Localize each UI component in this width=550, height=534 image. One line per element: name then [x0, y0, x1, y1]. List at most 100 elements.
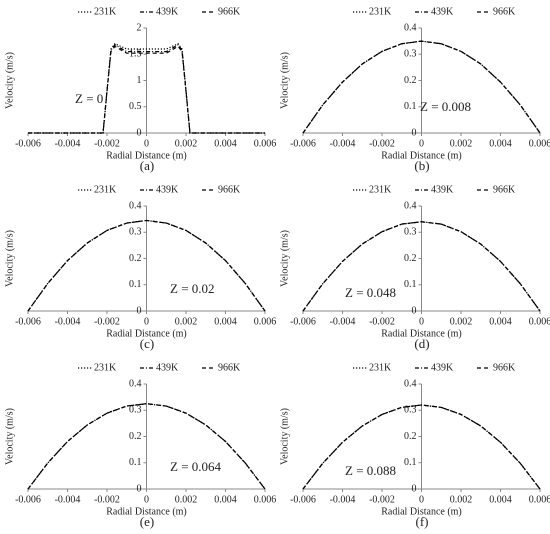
- y-tick-label: 0.4: [129, 200, 142, 211]
- legend-label: 231K: [94, 184, 117, 195]
- x-tick-label: 0.006: [529, 316, 550, 327]
- y-tick-label: 0.2: [129, 431, 142, 442]
- annotation: Z = 0.064: [170, 459, 222, 474]
- x-axis-label: Radial Distance (m): [106, 150, 187, 161]
- x-tick-label: 0.002: [450, 138, 473, 149]
- x-axis-label: Radial Distance (m): [106, 506, 187, 517]
- y-tick-label: 0.1: [129, 457, 142, 468]
- x-axis-label: Radial Distance (m): [106, 328, 187, 339]
- legend-label: 439K: [431, 184, 454, 195]
- x-tick-label: -0.002: [94, 494, 120, 505]
- y-tick-label: 1.5: [129, 49, 142, 60]
- x-tick-label: 0.004: [489, 494, 512, 505]
- x-tick-label: -0.002: [369, 316, 395, 327]
- y-tick-label: 0.3: [129, 405, 142, 416]
- series-line: [302, 40, 541, 134]
- panel: 231K 439K 966K -0.006 -0.004 -0.002 0 0.002 0.00…: [279, 362, 550, 529]
- legend-label: 231K: [94, 6, 117, 17]
- x-tick-label: 0: [144, 316, 149, 327]
- x-tick-label: 0.002: [175, 494, 198, 505]
- y-tick-label: 0.2: [404, 253, 417, 264]
- x-tick-label: 0: [144, 138, 149, 149]
- y-tick-label: 0.5: [129, 101, 142, 112]
- series-line: [28, 45, 265, 134]
- x-tick-label: -0.006: [290, 316, 316, 327]
- y-tick-label: 0: [137, 127, 142, 138]
- legend-label: 966K: [218, 362, 241, 373]
- x-tick-label: 0.006: [529, 138, 550, 149]
- y-axis-label: Velocity (m/s): [4, 408, 15, 465]
- x-tick-label: -0.006: [15, 138, 41, 149]
- legend-label: 439K: [156, 362, 179, 373]
- caption: (f): [416, 514, 429, 529]
- x-tick-label: -0.004: [55, 138, 81, 149]
- caption: (b): [414, 158, 429, 173]
- legend-label: 966K: [493, 362, 516, 373]
- y-tick-label: 0: [137, 483, 142, 494]
- legend-label: 966K: [218, 6, 241, 17]
- panel: 231K 439K 966K -0.006 -0.004 -0.002 0 0.002 0.00…: [279, 6, 550, 173]
- series-line: [302, 221, 541, 312]
- y-tick-label: 0.1: [404, 457, 417, 468]
- x-tick-label: -0.002: [94, 138, 120, 149]
- y-tick-label: 0.3: [404, 227, 417, 238]
- x-tick-label: 0.004: [214, 138, 237, 149]
- series-line: [27, 403, 266, 490]
- y-tick-label: 0: [412, 127, 417, 138]
- x-tick-label: -0.002: [369, 494, 395, 505]
- legend-label: 231K: [369, 362, 392, 373]
- x-tick-label: 0: [419, 494, 424, 505]
- x-tick-label: -0.004: [330, 316, 356, 327]
- panel: 231K 439K 966K -0.006 -0.004 -0.002 0 0.002 0.00…: [4, 6, 276, 173]
- y-tick-label: 0.2: [404, 75, 417, 86]
- y-tick-label: 0: [137, 305, 142, 316]
- y-tick-label: 0.1: [404, 279, 417, 290]
- x-tick-label: 0.004: [489, 316, 512, 327]
- x-tick-label: 0.006: [529, 494, 550, 505]
- y-tick-label: 2: [137, 22, 142, 33]
- x-tick-label: 0.006: [254, 494, 277, 505]
- y-tick-label: 0.3: [404, 49, 417, 60]
- legend-label: 231K: [369, 184, 392, 195]
- x-tick-label: -0.002: [369, 138, 395, 149]
- y-tick-label: 0.4: [404, 378, 417, 389]
- x-tick-label: 0.004: [489, 138, 512, 149]
- x-tick-label: 0: [419, 138, 424, 149]
- x-tick-label: 0.006: [254, 316, 277, 327]
- x-axis-label: Radial Distance (m): [381, 506, 462, 517]
- legend-label: 966K: [493, 6, 516, 17]
- x-tick-label: -0.004: [55, 494, 81, 505]
- annotation: Z = 0.048: [345, 285, 396, 300]
- y-tick-label: 0.1: [129, 279, 142, 290]
- y-axis-label: Velocity (m/s): [279, 230, 290, 287]
- x-tick-label: 0.002: [175, 138, 198, 149]
- caption: (e): [140, 514, 154, 529]
- x-tick-label: -0.006: [290, 138, 316, 149]
- legend-label: 439K: [431, 6, 454, 17]
- x-tick-label: -0.004: [55, 316, 81, 327]
- y-tick-label: 0.4: [129, 378, 142, 389]
- y-axis-label: Velocity (m/s): [279, 52, 290, 109]
- panel: 231K 439K 966K -0.006 -0.004 -0.002 0 0.002 0.00…: [4, 362, 276, 529]
- series-line: [28, 43, 265, 134]
- legend-label: 439K: [156, 6, 179, 17]
- legend-label: 231K: [369, 6, 392, 17]
- y-axis-label: Velocity (m/s): [279, 408, 290, 465]
- panel: 231K 439K 966K -0.006 -0.004 -0.002 0 0.002 0.00…: [4, 184, 276, 351]
- caption: (d): [414, 336, 429, 351]
- annotation: Z = 0.008: [420, 99, 471, 114]
- annotation: Z = 0.02: [170, 281, 215, 296]
- x-tick-label: -0.006: [290, 494, 316, 505]
- x-tick-label: -0.006: [15, 494, 41, 505]
- y-tick-label: 1: [137, 75, 142, 86]
- y-tick-label: 0.2: [404, 431, 417, 442]
- y-tick-label: 0.3: [129, 227, 142, 238]
- x-tick-label: 0.002: [450, 316, 473, 327]
- x-tick-label: 0: [419, 316, 424, 327]
- y-tick-label: 0: [412, 305, 417, 316]
- y-axis-label: Velocity (m/s): [4, 52, 15, 109]
- y-axis-label: Velocity (m/s): [4, 230, 15, 287]
- x-tick-label: 0.002: [175, 316, 198, 327]
